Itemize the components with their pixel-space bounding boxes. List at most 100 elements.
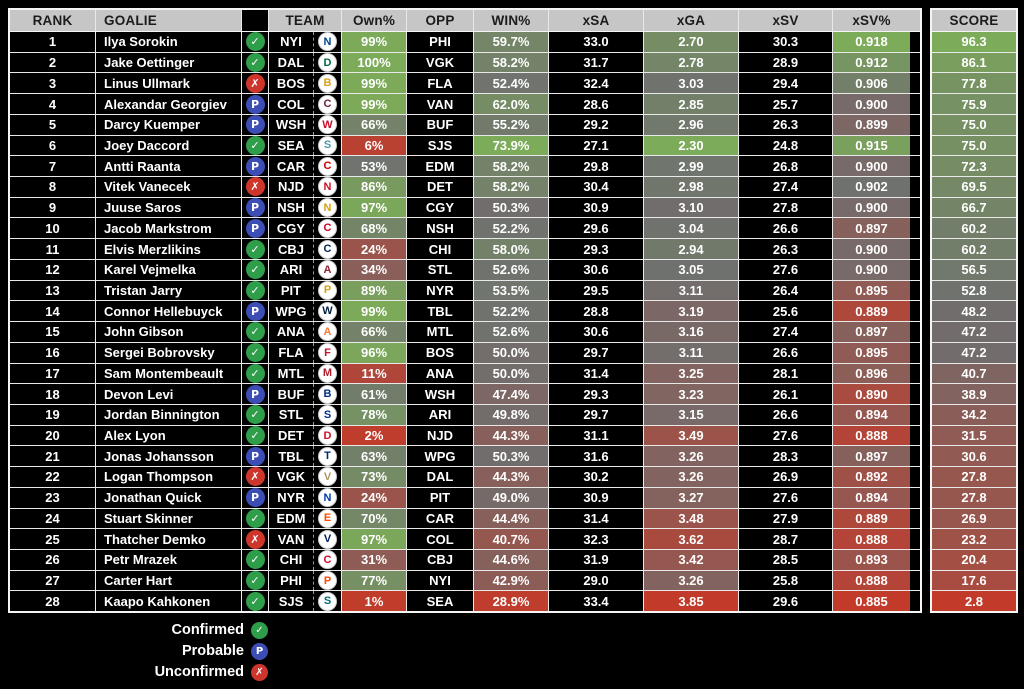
goalie-name: Jordan Binnington bbox=[96, 404, 242, 425]
team-logo-wrap: N bbox=[313, 177, 341, 197]
ownership-cell: 68% bbox=[342, 218, 407, 239]
goalie-name: Jacob Markstrom bbox=[96, 218, 242, 239]
team-logo-wrap: M bbox=[313, 363, 341, 384]
header-xga: xGA bbox=[644, 10, 739, 31]
xga-cell: 3.03 bbox=[644, 73, 739, 94]
team-cell: FLA F bbox=[269, 342, 342, 363]
confirmed-status-icon: ✓ bbox=[245, 405, 265, 425]
ownership-cell: 24% bbox=[342, 487, 407, 508]
team-logo-icon: F bbox=[318, 343, 337, 363]
win-pct-cell: 47.4% bbox=[474, 384, 549, 404]
xga-cell: 3.19 bbox=[644, 301, 739, 322]
confirmed-status-icon: ✓ bbox=[245, 363, 265, 383]
score-cell: 86.1 bbox=[932, 52, 1016, 73]
ownership-cell: 31% bbox=[342, 549, 407, 570]
team-cell: CAR C bbox=[269, 156, 342, 177]
score-cell: 17.6 bbox=[932, 570, 1016, 591]
table-row: 17 Sam Montembeault ✓ MTL M 11% ANA 50.0… bbox=[10, 363, 920, 385]
xsa-cell: 29.5 bbox=[549, 280, 644, 301]
confirmed-legend-icon: ✓ bbox=[251, 621, 268, 639]
team-logo-wrap: S bbox=[313, 135, 341, 156]
header-own-pct: Own% bbox=[342, 10, 407, 31]
goalie-name: Antti Raanta bbox=[96, 156, 242, 177]
xga-cell: 2.94 bbox=[644, 239, 739, 259]
xsv-cell: 26.9 bbox=[739, 467, 833, 487]
table-row: 1 Ilya Sorokin ✓ NYI N 99% PHI 59.7% 33.… bbox=[10, 32, 920, 53]
xsv-pct-cell: 0.888 bbox=[833, 529, 910, 549]
status-cell: ✗ bbox=[242, 529, 269, 549]
score-cell: 75.0 bbox=[932, 114, 1016, 135]
xsv-pct-cell: 0.889 bbox=[833, 508, 910, 529]
table-row: 3 Linus Ullmark ✗ BOS B 99% FLA 52.4% 32… bbox=[10, 73, 920, 95]
win-pct-cell: 52.2% bbox=[474, 301, 549, 322]
xga-cell: 3.25 bbox=[644, 363, 739, 384]
xsv-pct-cell: 0.894 bbox=[833, 404, 910, 425]
goalie-name: Alex Lyon bbox=[96, 425, 242, 446]
opponent-cell: CGY bbox=[407, 197, 474, 218]
team-cell: NYR N bbox=[269, 487, 342, 508]
xga-cell: 3.27 bbox=[644, 487, 739, 508]
xga-cell: 2.78 bbox=[644, 52, 739, 73]
team-abbrev: DET bbox=[278, 428, 304, 444]
team-logo-wrap: E bbox=[313, 508, 341, 529]
win-pct-cell: 52.6% bbox=[474, 322, 549, 342]
opponent-cell: CBJ bbox=[407, 549, 474, 570]
xga-cell: 2.70 bbox=[644, 32, 739, 52]
ownership-cell: 24% bbox=[342, 239, 407, 259]
win-pct-cell: 42.9% bbox=[474, 570, 549, 591]
table-row: 13 Tristan Jarry ✓ PIT P 89% NYR 53.5% 2… bbox=[10, 280, 920, 302]
score-row: 60.2 bbox=[932, 239, 1016, 260]
opponent-cell: SJS bbox=[407, 135, 474, 156]
xga-cell: 3.04 bbox=[644, 218, 739, 239]
team-cell: BOS B bbox=[269, 73, 342, 94]
team-logo-wrap: A bbox=[313, 259, 341, 280]
team-abbrev: VGK bbox=[276, 469, 306, 485]
confirmed-status-icon: ✓ bbox=[245, 591, 265, 611]
confirmed-status-icon: ✓ bbox=[245, 32, 265, 52]
rank-cell: 1 bbox=[10, 32, 96, 52]
ownership-cell: 34% bbox=[342, 259, 407, 280]
table-row: 7 Antti Raanta P CAR C 53% EDM 58.2% 29.… bbox=[10, 156, 920, 178]
table-row: 16 Sergei Bobrovsky ✓ FLA F 96% BOS 50.0… bbox=[10, 342, 920, 364]
score-cell: 66.7 bbox=[932, 197, 1016, 218]
team-logo-wrap: C bbox=[313, 94, 341, 114]
header-win-pct: WIN% bbox=[474, 10, 549, 31]
goalie-name: Vitek Vanecek bbox=[96, 177, 242, 197]
xsa-cell: 32.3 bbox=[549, 529, 644, 549]
xsa-cell: 31.9 bbox=[549, 549, 644, 570]
team-logo-wrap: S bbox=[313, 591, 341, 612]
ownership-cell: 99% bbox=[342, 301, 407, 322]
rank-cell: 22 bbox=[10, 467, 96, 487]
xsv-pct-cell: 0.894 bbox=[833, 487, 910, 508]
goalie-name: Jonathan Quick bbox=[96, 487, 242, 508]
xsa-cell: 29.7 bbox=[549, 342, 644, 363]
xsa-cell: 27.1 bbox=[549, 135, 644, 156]
xsv-pct-cell: 0.900 bbox=[833, 156, 910, 177]
status-cell: P bbox=[242, 384, 269, 404]
status-cell: P bbox=[242, 487, 269, 508]
opponent-cell: SEA bbox=[407, 591, 474, 612]
opponent-cell: VAN bbox=[407, 94, 474, 114]
team-logo-icon: V bbox=[318, 529, 337, 549]
team-logo-icon: S bbox=[318, 135, 337, 155]
score-cell: 27.8 bbox=[932, 487, 1016, 508]
status-cell: P bbox=[242, 218, 269, 239]
status-legend: Confirmed ✓ Probable P Unconfirmed ✗ bbox=[0, 620, 268, 682]
win-pct-cell: 59.7% bbox=[474, 32, 549, 52]
rank-cell: 2 bbox=[10, 52, 96, 73]
team-logo-wrap: W bbox=[313, 301, 341, 322]
score-row: 47.2 bbox=[932, 322, 1016, 343]
win-pct-cell: 52.2% bbox=[474, 218, 549, 239]
unconfirmed-status-icon: ✗ bbox=[245, 467, 265, 487]
goalie-rankings: RANK GOALIE TEAM Own% OPP WIN% xSA xGA x… bbox=[8, 8, 1018, 613]
xsa-cell: 30.2 bbox=[549, 467, 644, 487]
xga-cell: 2.98 bbox=[644, 177, 739, 197]
confirmed-status-icon: ✓ bbox=[245, 280, 265, 300]
rank-cell: 23 bbox=[10, 487, 96, 508]
goalie-name: Alexandar Georgiev bbox=[96, 94, 242, 114]
opponent-cell: NJD bbox=[407, 425, 474, 446]
xsv-pct-cell: 0.893 bbox=[833, 549, 910, 570]
xsv-pct-cell: 0.897 bbox=[833, 446, 910, 467]
xsa-cell: 29.3 bbox=[549, 239, 644, 259]
team-logo-wrap: D bbox=[313, 52, 341, 73]
